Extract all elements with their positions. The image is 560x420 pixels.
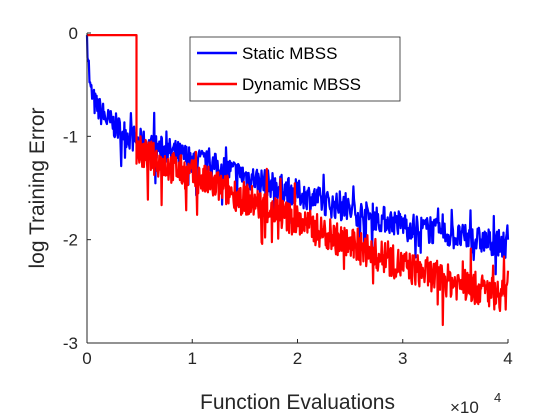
legend-entry-dynamic: Dynamic MBSS xyxy=(197,75,361,94)
x-multiplier-exponent: 4 xyxy=(494,390,501,405)
legend: Static MBSS Dynamic MBSS xyxy=(189,36,401,102)
legend-label-static: Static MBSS xyxy=(242,44,337,63)
legend-box xyxy=(189,36,401,102)
x-axis-multiplier: ×10 4 xyxy=(450,390,501,417)
x-multiplier-base: ×10 xyxy=(450,398,479,417)
x-tick-label: 0 xyxy=(82,349,91,368)
legend-entry-static: Static MBSS xyxy=(197,44,337,63)
x-tick-label: 4 xyxy=(503,349,512,368)
x-tick-label: 3 xyxy=(398,349,407,368)
x-tick-label: 2 xyxy=(293,349,302,368)
series-line-1 xyxy=(87,34,510,327)
y-tick-label: -1 xyxy=(63,127,78,146)
x-axis-label: Function Evaluations xyxy=(200,391,395,414)
series-layer xyxy=(85,34,510,327)
y-axis-label: log Training Error xyxy=(26,107,49,268)
y-tick-label: -2 xyxy=(63,231,78,250)
x-tick-label: 1 xyxy=(188,349,197,368)
y-tick-label: 0 xyxy=(69,24,78,43)
y-tick-label: -3 xyxy=(63,334,78,353)
axes-layer: 0 1 2 3 4 0 -1 -2 -3 xyxy=(63,24,513,368)
legend-label-dynamic: Dynamic MBSS xyxy=(242,75,361,94)
